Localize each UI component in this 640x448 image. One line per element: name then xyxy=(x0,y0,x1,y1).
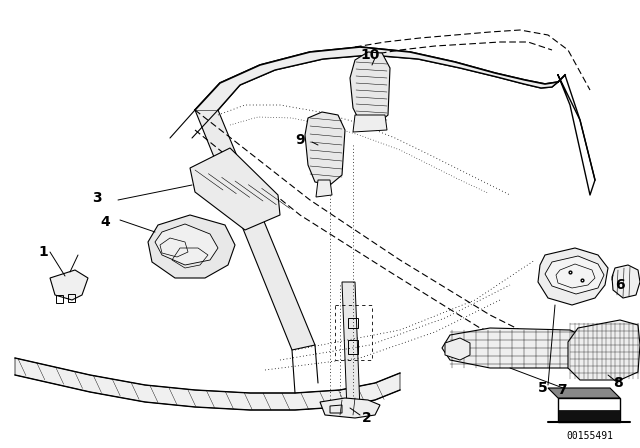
Text: 9: 9 xyxy=(295,133,305,147)
Polygon shape xyxy=(148,215,235,278)
Polygon shape xyxy=(320,398,380,418)
Polygon shape xyxy=(445,338,470,360)
Polygon shape xyxy=(195,110,315,350)
Text: 10: 10 xyxy=(360,48,380,62)
Text: 8: 8 xyxy=(613,376,623,390)
Text: 1: 1 xyxy=(38,245,48,259)
Text: 2: 2 xyxy=(362,411,372,425)
Polygon shape xyxy=(545,256,604,294)
Polygon shape xyxy=(50,270,88,300)
Text: 6: 6 xyxy=(615,278,625,292)
Polygon shape xyxy=(316,180,332,197)
Polygon shape xyxy=(190,148,280,230)
Text: 5: 5 xyxy=(538,381,548,395)
Text: 4: 4 xyxy=(100,215,110,229)
Polygon shape xyxy=(612,265,640,298)
Polygon shape xyxy=(568,320,640,380)
Polygon shape xyxy=(353,115,387,132)
Polygon shape xyxy=(342,282,360,410)
Polygon shape xyxy=(155,224,218,265)
Text: 00155491: 00155491 xyxy=(566,431,614,441)
Polygon shape xyxy=(558,410,620,422)
Text: 3: 3 xyxy=(92,191,102,205)
Polygon shape xyxy=(305,112,345,185)
Text: 7: 7 xyxy=(557,383,567,397)
Polygon shape xyxy=(538,248,608,305)
Polygon shape xyxy=(350,52,390,125)
Polygon shape xyxy=(442,328,592,368)
Polygon shape xyxy=(195,47,565,110)
Polygon shape xyxy=(15,358,400,410)
Polygon shape xyxy=(548,388,620,398)
